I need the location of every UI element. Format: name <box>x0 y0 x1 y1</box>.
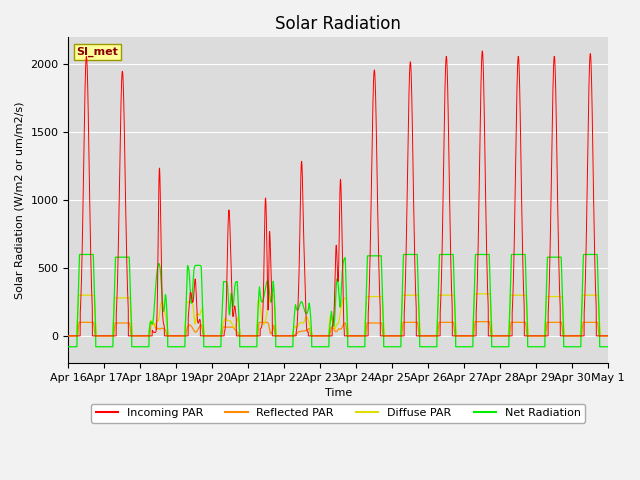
Legend: Incoming PAR, Reflected PAR, Diffuse PAR, Net Radiation: Incoming PAR, Reflected PAR, Diffuse PAR… <box>92 404 586 422</box>
X-axis label: Time: Time <box>324 388 352 398</box>
Text: SI_met: SI_met <box>77 47 118 58</box>
Y-axis label: Solar Radiation (W/m2 or um/m2/s): Solar Radiation (W/m2 or um/m2/s) <box>15 101 25 299</box>
Title: Solar Radiation: Solar Radiation <box>275 15 401 33</box>
